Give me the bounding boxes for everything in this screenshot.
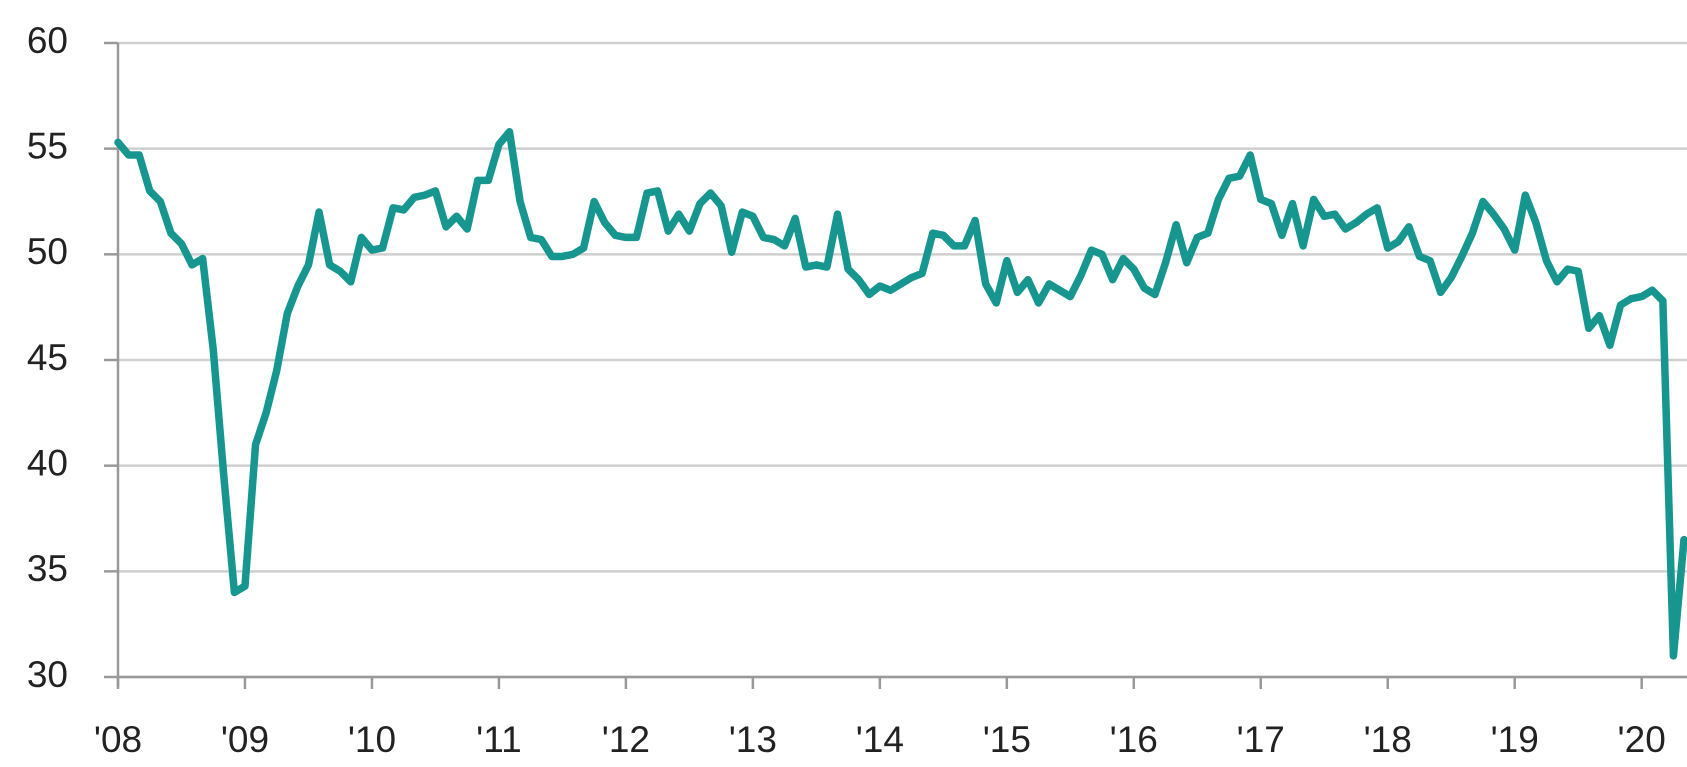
x-tick-label: '11 <box>476 719 521 760</box>
y-tick-label: 30 <box>27 654 68 695</box>
x-tick-label: '18 <box>1364 719 1412 760</box>
x-tick-label: '12 <box>602 719 650 760</box>
x-tick-label: '15 <box>983 719 1031 760</box>
y-tick-label: 60 <box>27 20 68 61</box>
y-tick-label: 35 <box>27 548 68 589</box>
x-tick-label: '08 <box>94 719 142 760</box>
x-tick-label: '10 <box>348 719 396 760</box>
x-tick-label: '13 <box>729 719 777 760</box>
x-tick-label: '14 <box>856 719 904 760</box>
x-tick-label: '20 <box>1618 719 1666 760</box>
x-tick-label: '19 <box>1491 719 1539 760</box>
y-tick-label: 55 <box>27 125 68 166</box>
x-tick-label: '16 <box>1110 719 1158 760</box>
y-tick-label: 40 <box>27 442 68 483</box>
x-tick-label: '09 <box>221 719 269 760</box>
y-tick-label: 50 <box>27 231 68 272</box>
y-tick-label: 45 <box>27 337 68 378</box>
line-series <box>114 128 1687 660</box>
x-tick-label: '17 <box>1237 719 1285 760</box>
